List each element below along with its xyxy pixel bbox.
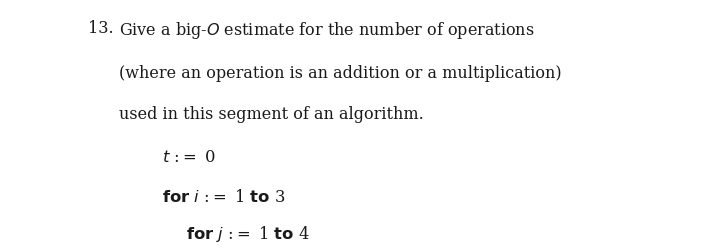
Text: used in this segment of an algorithm.: used in this segment of an algorithm. bbox=[119, 106, 423, 123]
Text: (where an operation is an addition or a multiplication): (where an operation is an addition or a … bbox=[119, 65, 562, 82]
Text: $\mathit{t}$ :$=$ 0: $\mathit{t}$ :$=$ 0 bbox=[162, 149, 216, 166]
Text: $\mathbf{for}$ $\mathit{i}$ :$=$ 1 $\mathbf{to}$ 3: $\mathbf{for}$ $\mathit{i}$ :$=$ 1 $\mat… bbox=[162, 189, 285, 206]
Text: 13.: 13. bbox=[88, 20, 114, 37]
Text: Give a big-$\mathit{O}$ estimate for the number of operations: Give a big-$\mathit{O}$ estimate for the… bbox=[119, 20, 534, 41]
Text: $\mathbf{for}$ $\mathit{j}$ :$=$ 1 $\mathbf{to}$ 4: $\mathbf{for}$ $\mathit{j}$ :$=$ 1 $\mat… bbox=[186, 224, 309, 244]
